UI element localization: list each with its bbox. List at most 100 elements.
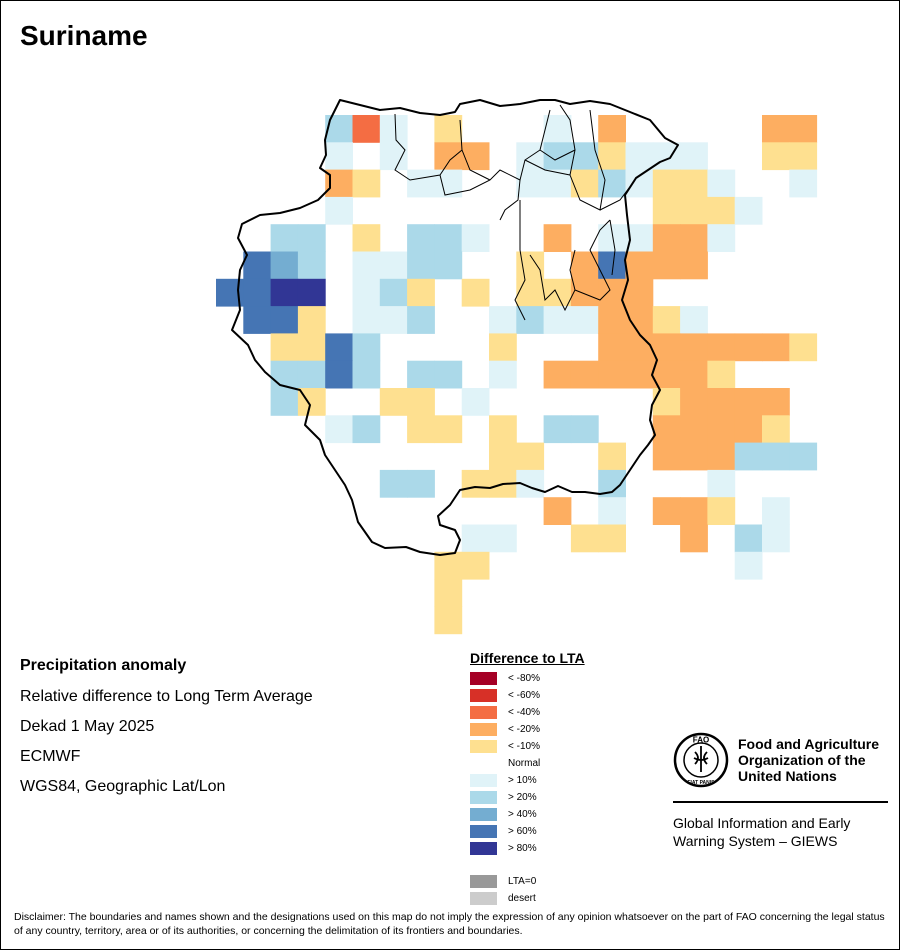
anomaly-cell (652, 169, 681, 198)
anomaly-cell (598, 224, 626, 252)
svg-text:FAO: FAO (693, 736, 709, 745)
anomaly-cell (270, 251, 299, 280)
anomaly-cell (352, 333, 381, 362)
anomaly-cell (734, 388, 763, 416)
anomaly-cell (543, 142, 572, 171)
anomaly-cell (570, 360, 599, 389)
anomaly-cell (407, 169, 435, 198)
anomaly-cell (543, 360, 572, 389)
anomaly-cell (570, 524, 599, 553)
anomaly-grid (216, 115, 818, 635)
anomaly-cell (379, 142, 408, 171)
anomaly-cell (434, 115, 463, 143)
anomaly-cell (379, 115, 408, 143)
legend-swatch (470, 672, 497, 685)
legend-label: desert (508, 893, 536, 904)
anomaly-cell (734, 196, 763, 225)
anomaly-cell (707, 388, 736, 416)
anomaly-cell (434, 551, 463, 580)
anomaly-cell (652, 442, 681, 471)
anomaly-cell (707, 333, 736, 362)
anomaly-cell (516, 442, 545, 471)
anomaly-cell (297, 360, 326, 389)
anomaly-cell (625, 251, 654, 280)
anomaly-cell (434, 224, 463, 252)
anomaly-cell (570, 251, 599, 280)
legend-label: LTA=0 (508, 876, 537, 887)
legend-label: > 40% (508, 809, 537, 820)
anomaly-cell (789, 115, 818, 143)
anomaly-cell (598, 442, 626, 471)
anomaly-cell (707, 224, 736, 252)
anomaly-cell (270, 333, 299, 362)
anomaly-cell (297, 224, 326, 252)
anomaly-cell (652, 251, 681, 280)
anomaly-cell (434, 169, 463, 198)
legend: Difference to LTA < -80% < -60% < -40% < -2… (470, 650, 670, 905)
disclaimer: Disclaimer: The boundaries and names sho… (14, 911, 885, 937)
anomaly-cell (762, 415, 790, 444)
anomaly-cell (680, 196, 708, 225)
anomaly-cell (707, 196, 736, 225)
anomaly-cell (625, 278, 654, 307)
anomaly-cell (598, 497, 626, 525)
country-boundary (231, 99, 679, 556)
anomaly-cell (352, 360, 381, 389)
anomaly-cell (325, 333, 353, 362)
anomaly-cell (598, 524, 626, 553)
legend-swatch (470, 825, 497, 838)
anomaly-cell (325, 415, 353, 444)
anomaly-cell (407, 224, 435, 252)
anomaly-cell (407, 278, 435, 307)
anomaly-cell (789, 169, 818, 198)
legend-swatch (470, 689, 497, 702)
anomaly-cell (707, 415, 736, 444)
legend-label: > 80% (508, 843, 537, 854)
anomaly-cell (543, 115, 572, 143)
legend-label: > 60% (508, 826, 537, 837)
anomaly-cell (680, 142, 708, 171)
anomaly-cell (407, 388, 435, 416)
anomaly-cell (461, 551, 490, 580)
anomaly-cell (680, 388, 708, 416)
anomaly-cell (762, 442, 790, 471)
anomaly-cell (652, 224, 681, 252)
anomaly-cell (352, 306, 381, 334)
legend-title: Difference to LTA (470, 650, 585, 666)
anomaly-cell (434, 360, 463, 389)
anomaly-cell (516, 278, 545, 307)
anomaly-cell (543, 415, 572, 444)
anomaly-cell (734, 442, 763, 471)
anomaly-cell (707, 497, 736, 525)
anomaly-cell (762, 115, 790, 143)
anomaly-cell (680, 415, 708, 444)
anomaly-cell (680, 306, 708, 334)
anomaly-cell (516, 169, 545, 198)
anomaly-cell (570, 306, 599, 334)
anomaly-cell (570, 142, 599, 171)
anomaly-cell (762, 388, 790, 416)
anomaly-cell (407, 469, 435, 498)
anomaly-cell (461, 224, 490, 252)
anomaly-cell (680, 360, 708, 389)
anomaly-cell (379, 278, 408, 307)
admin-boundaries (394, 104, 636, 321)
anomaly-cell (652, 415, 681, 444)
anomaly-cell (543, 278, 572, 307)
legend-label: > 10% (508, 775, 537, 786)
anomaly-cell (489, 360, 517, 389)
anomaly-cell (434, 415, 463, 444)
anomaly-cell (707, 169, 736, 198)
anomaly-cell (325, 142, 353, 171)
anomaly-cell (543, 306, 572, 334)
anomaly-cell (680, 333, 708, 362)
legend-label: < -60% (508, 690, 540, 701)
measure-label: Relative difference to Long Term Average (20, 688, 313, 705)
anomaly-cell (270, 306, 299, 334)
legend-label: < -80% (508, 673, 540, 684)
anomaly-cell (297, 251, 326, 280)
anomaly-cell (543, 169, 572, 198)
anomaly-cell (652, 196, 681, 225)
anomaly-cell (461, 388, 490, 416)
anomaly-cell (461, 278, 490, 307)
